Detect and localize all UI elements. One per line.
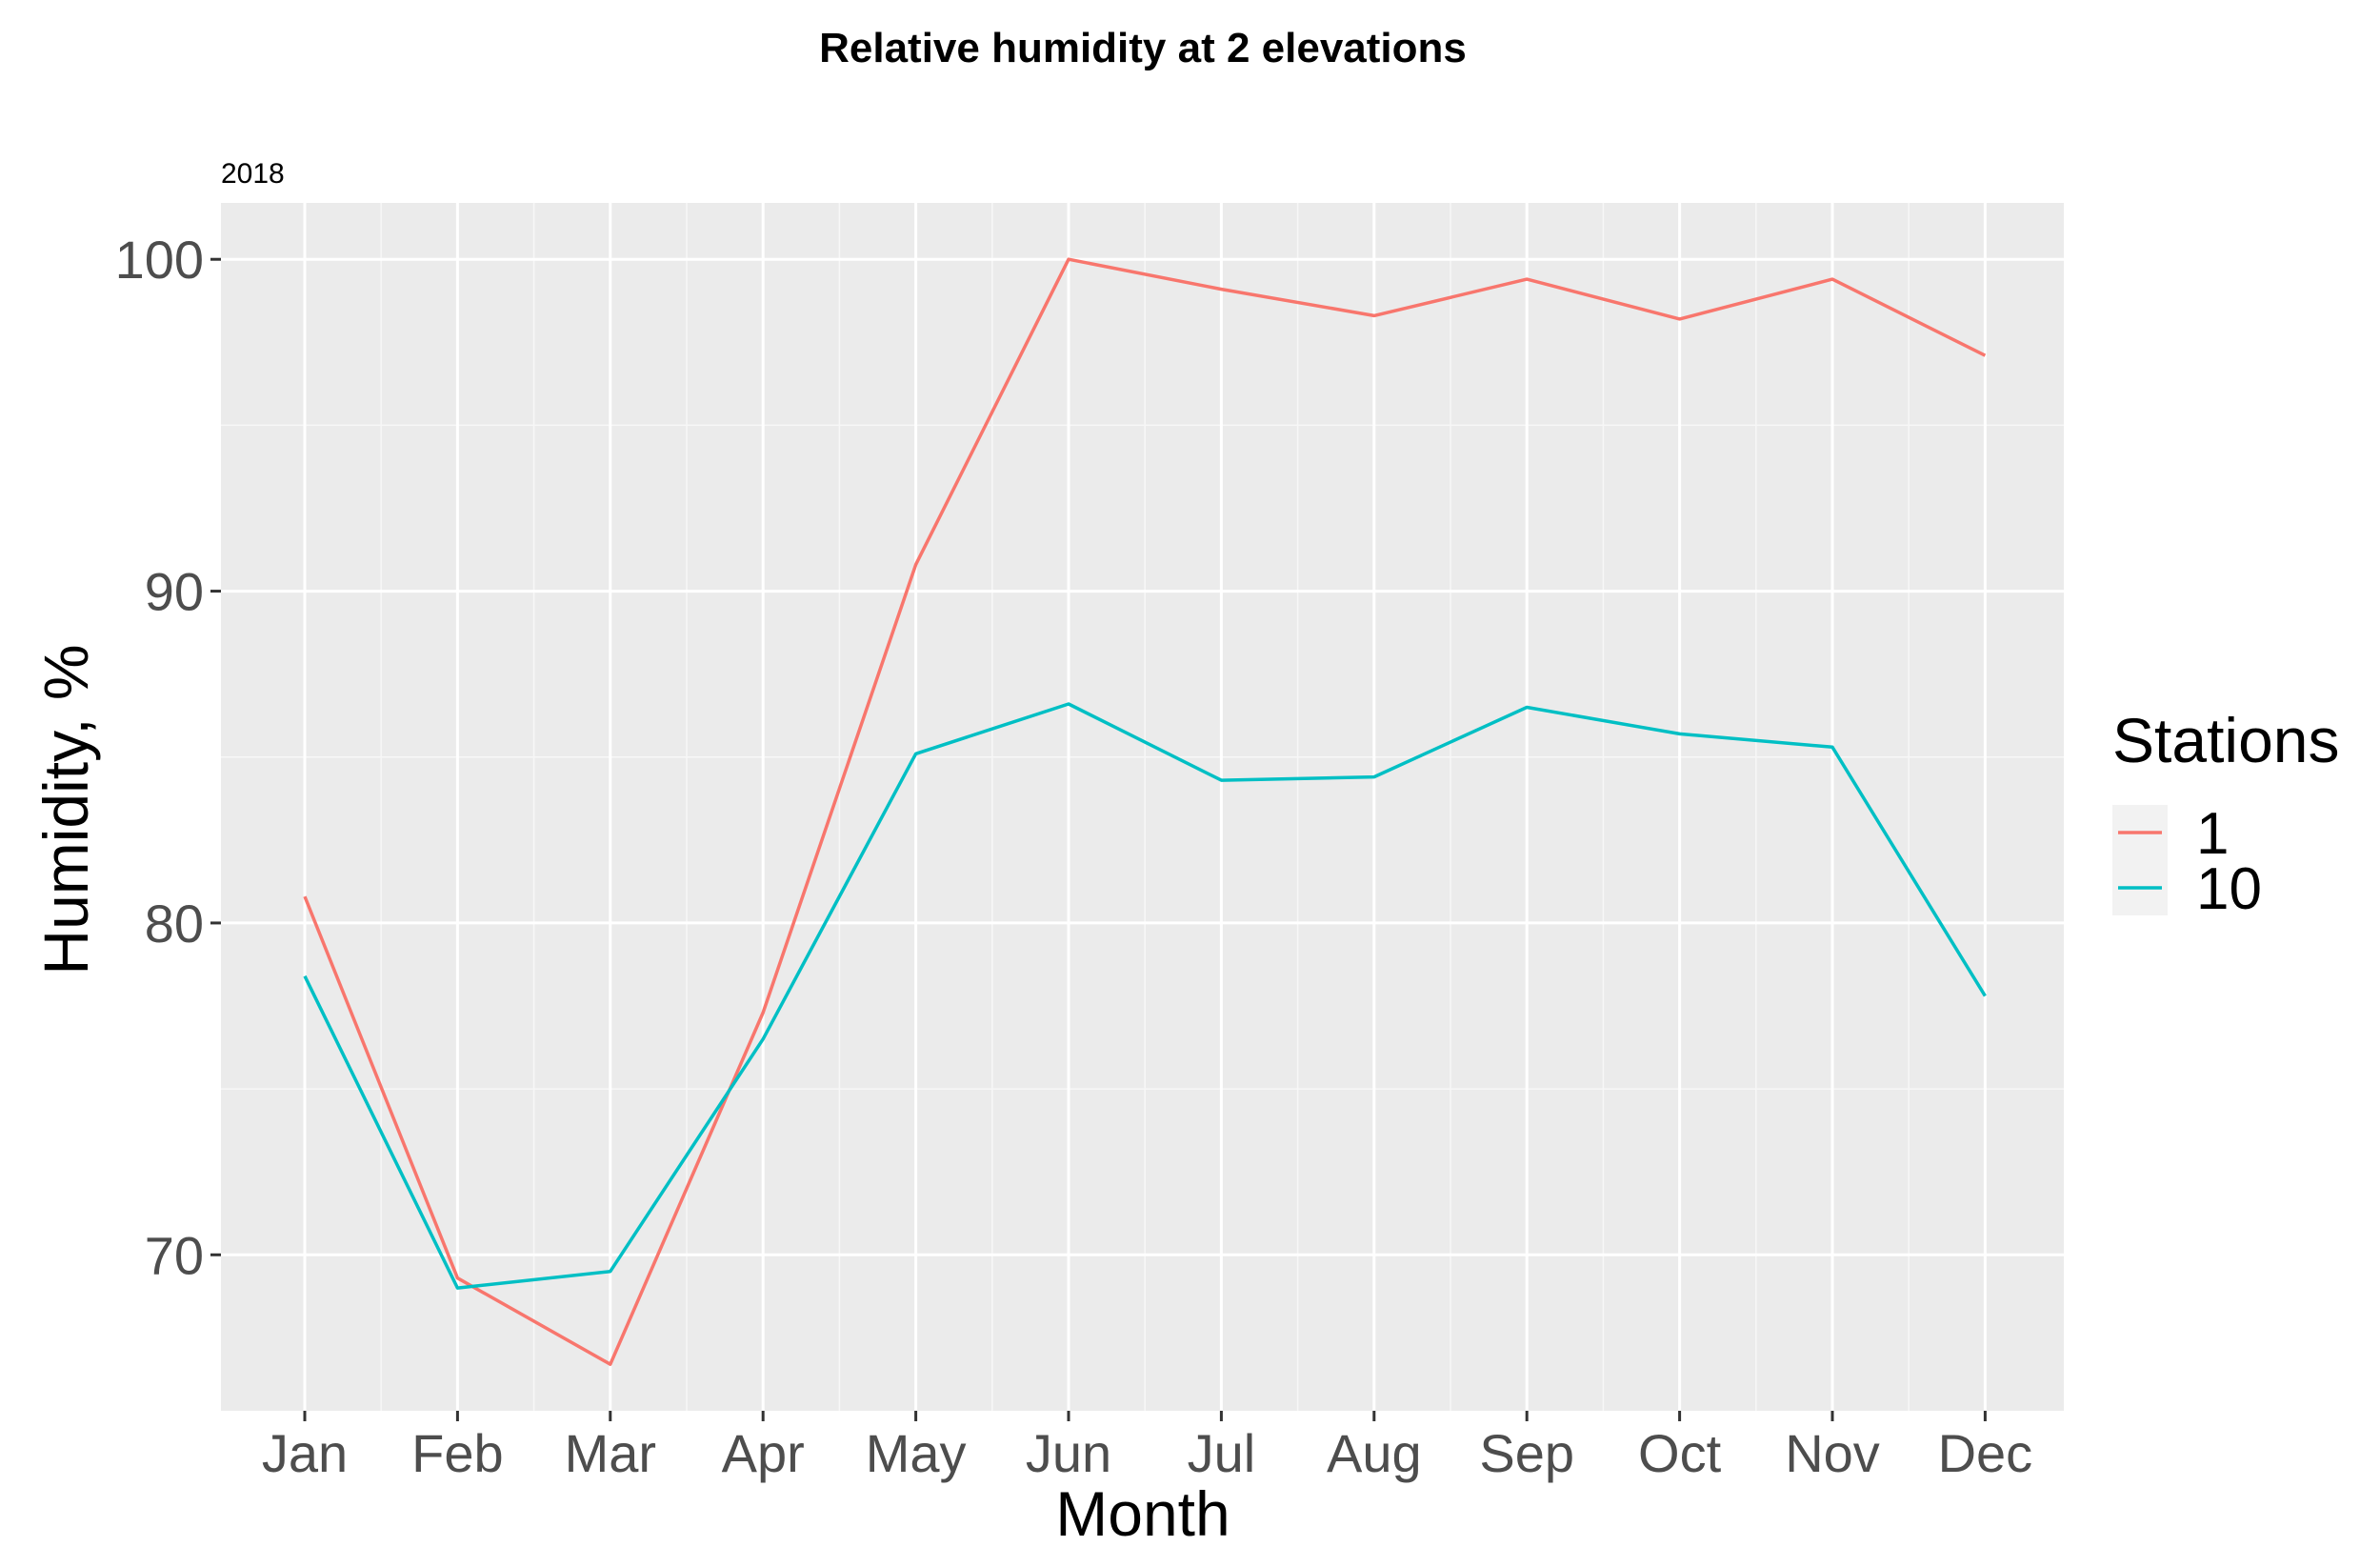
- series-line-1: [303, 257, 1987, 1366]
- x-axis-title: Month: [1055, 1478, 1230, 1549]
- x-tick-label: Feb: [411, 1423, 504, 1483]
- x-tick-label: Nov: [1785, 1423, 1880, 1483]
- legend-items: 110: [2112, 801, 2262, 922]
- x-tick-label: Oct: [1638, 1423, 1722, 1483]
- legend-label-10: 10: [2196, 856, 2262, 922]
- x-tick-label: Apr: [722, 1423, 805, 1483]
- x-tick-label: Jan: [262, 1423, 348, 1483]
- x-tick-label: Dec: [1938, 1423, 2033, 1483]
- legend-title: Stations: [2112, 705, 2339, 775]
- plot-panel: [221, 203, 2064, 1411]
- legend: Stations 110: [2112, 705, 2339, 922]
- y-tick-label: 80: [145, 894, 204, 954]
- chart-title: Relative humidity at 2 elevations: [819, 25, 1467, 71]
- series-lines: [303, 257, 1987, 1366]
- y-axis-title: Humidity, %: [30, 644, 101, 974]
- x-tick-label: Jun: [1026, 1423, 1111, 1483]
- minor-gridlines: [221, 203, 2064, 1411]
- x-tick-label: Mar: [565, 1423, 656, 1483]
- chart-subtitle: 2018: [221, 158, 285, 190]
- x-tick-label: Sep: [1479, 1423, 1574, 1483]
- x-tick-label: Aug: [1327, 1423, 1422, 1483]
- y-tick-label: 70: [145, 1225, 204, 1285]
- major-gridlines: [221, 203, 2064, 1411]
- legend-label-1: 1: [2196, 801, 2229, 867]
- series-line-10: [303, 702, 1987, 1290]
- x-tick-label: Jul: [1188, 1423, 1256, 1483]
- x-tick-label: May: [866, 1423, 967, 1483]
- x-axis: Jan Feb Mar Apr May Jun Jul Aug Sep Oct Nov Dec: [262, 1411, 2032, 1483]
- y-axis: 70 80 90 100: [115, 230, 221, 1285]
- y-tick-label: 90: [145, 562, 204, 622]
- y-tick-label: 100: [115, 230, 204, 290]
